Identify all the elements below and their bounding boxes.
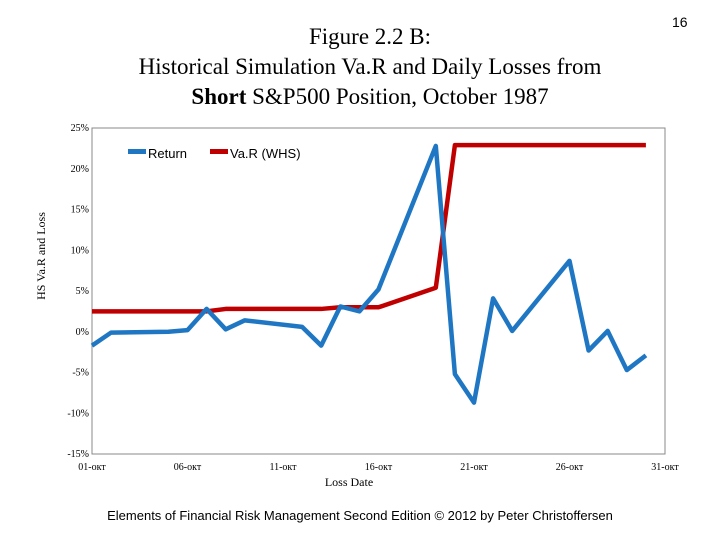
legend: Return Va.R (WHS) bbox=[128, 146, 301, 161]
series-lines bbox=[90, 142, 648, 405]
series-line-var bbox=[92, 142, 646, 314]
x-axis-title: Loss Date bbox=[325, 475, 373, 489]
title-bold-word: Short bbox=[191, 84, 247, 109]
title-line-2: Historical Simulation Va.R and Daily Los… bbox=[138, 54, 602, 79]
footer-credit: Elements of Financial Risk Management Se… bbox=[107, 508, 613, 523]
y-tick-label: -15% bbox=[67, 449, 89, 460]
legend-label-return: Return bbox=[148, 146, 187, 161]
y-axis-title: HS Va.R and Loss bbox=[34, 212, 48, 300]
y-tick-label: 0% bbox=[76, 327, 89, 338]
title-line-1: Figure 2.2 B: bbox=[308, 24, 432, 49]
title-line-3: Short S&P500 Position, October 1987 bbox=[40, 82, 700, 112]
legend-label-var: Va.R (WHS) bbox=[230, 146, 301, 161]
x-tick-label: 26-oкт bbox=[556, 462, 584, 473]
x-axis-ticks: 01-oкт 06-oкт 11-oкт 16-oкт 21-oкт 26-oкт 31-o… bbox=[78, 462, 679, 473]
legend-swatch-var bbox=[210, 149, 228, 154]
y-tick-label: 20% bbox=[71, 164, 89, 175]
x-tick-label: 16-oкт bbox=[365, 462, 393, 473]
y-tick-label: -5% bbox=[72, 368, 89, 379]
page-number: 16 bbox=[672, 14, 688, 30]
x-tick-label: 21-oкт bbox=[460, 462, 488, 473]
y-axis-ticks: -15% -10% -5% 0% 5% 10% 15% 20% 25% bbox=[67, 123, 89, 460]
x-tick-label: 06-oкт bbox=[174, 462, 202, 473]
y-tick-label: 10% bbox=[71, 245, 89, 256]
slide-title: Figure 2.2 B: Historical Simulation Va.R… bbox=[40, 22, 700, 112]
x-tick-label: 01-oкт bbox=[78, 462, 106, 473]
y-tick-label: 5% bbox=[76, 286, 89, 297]
y-tick-label: 25% bbox=[71, 123, 89, 134]
y-tick-label: -10% bbox=[67, 408, 89, 419]
legend-swatch-return bbox=[128, 149, 146, 154]
x-tick-label: 11-oкт bbox=[269, 462, 297, 473]
x-tick-label: 31-oкт bbox=[651, 462, 679, 473]
y-tick-label: 15% bbox=[71, 205, 89, 216]
series-line-return bbox=[90, 143, 648, 405]
title-line-3-rest: S&P500 Position, October 1987 bbox=[246, 84, 549, 109]
